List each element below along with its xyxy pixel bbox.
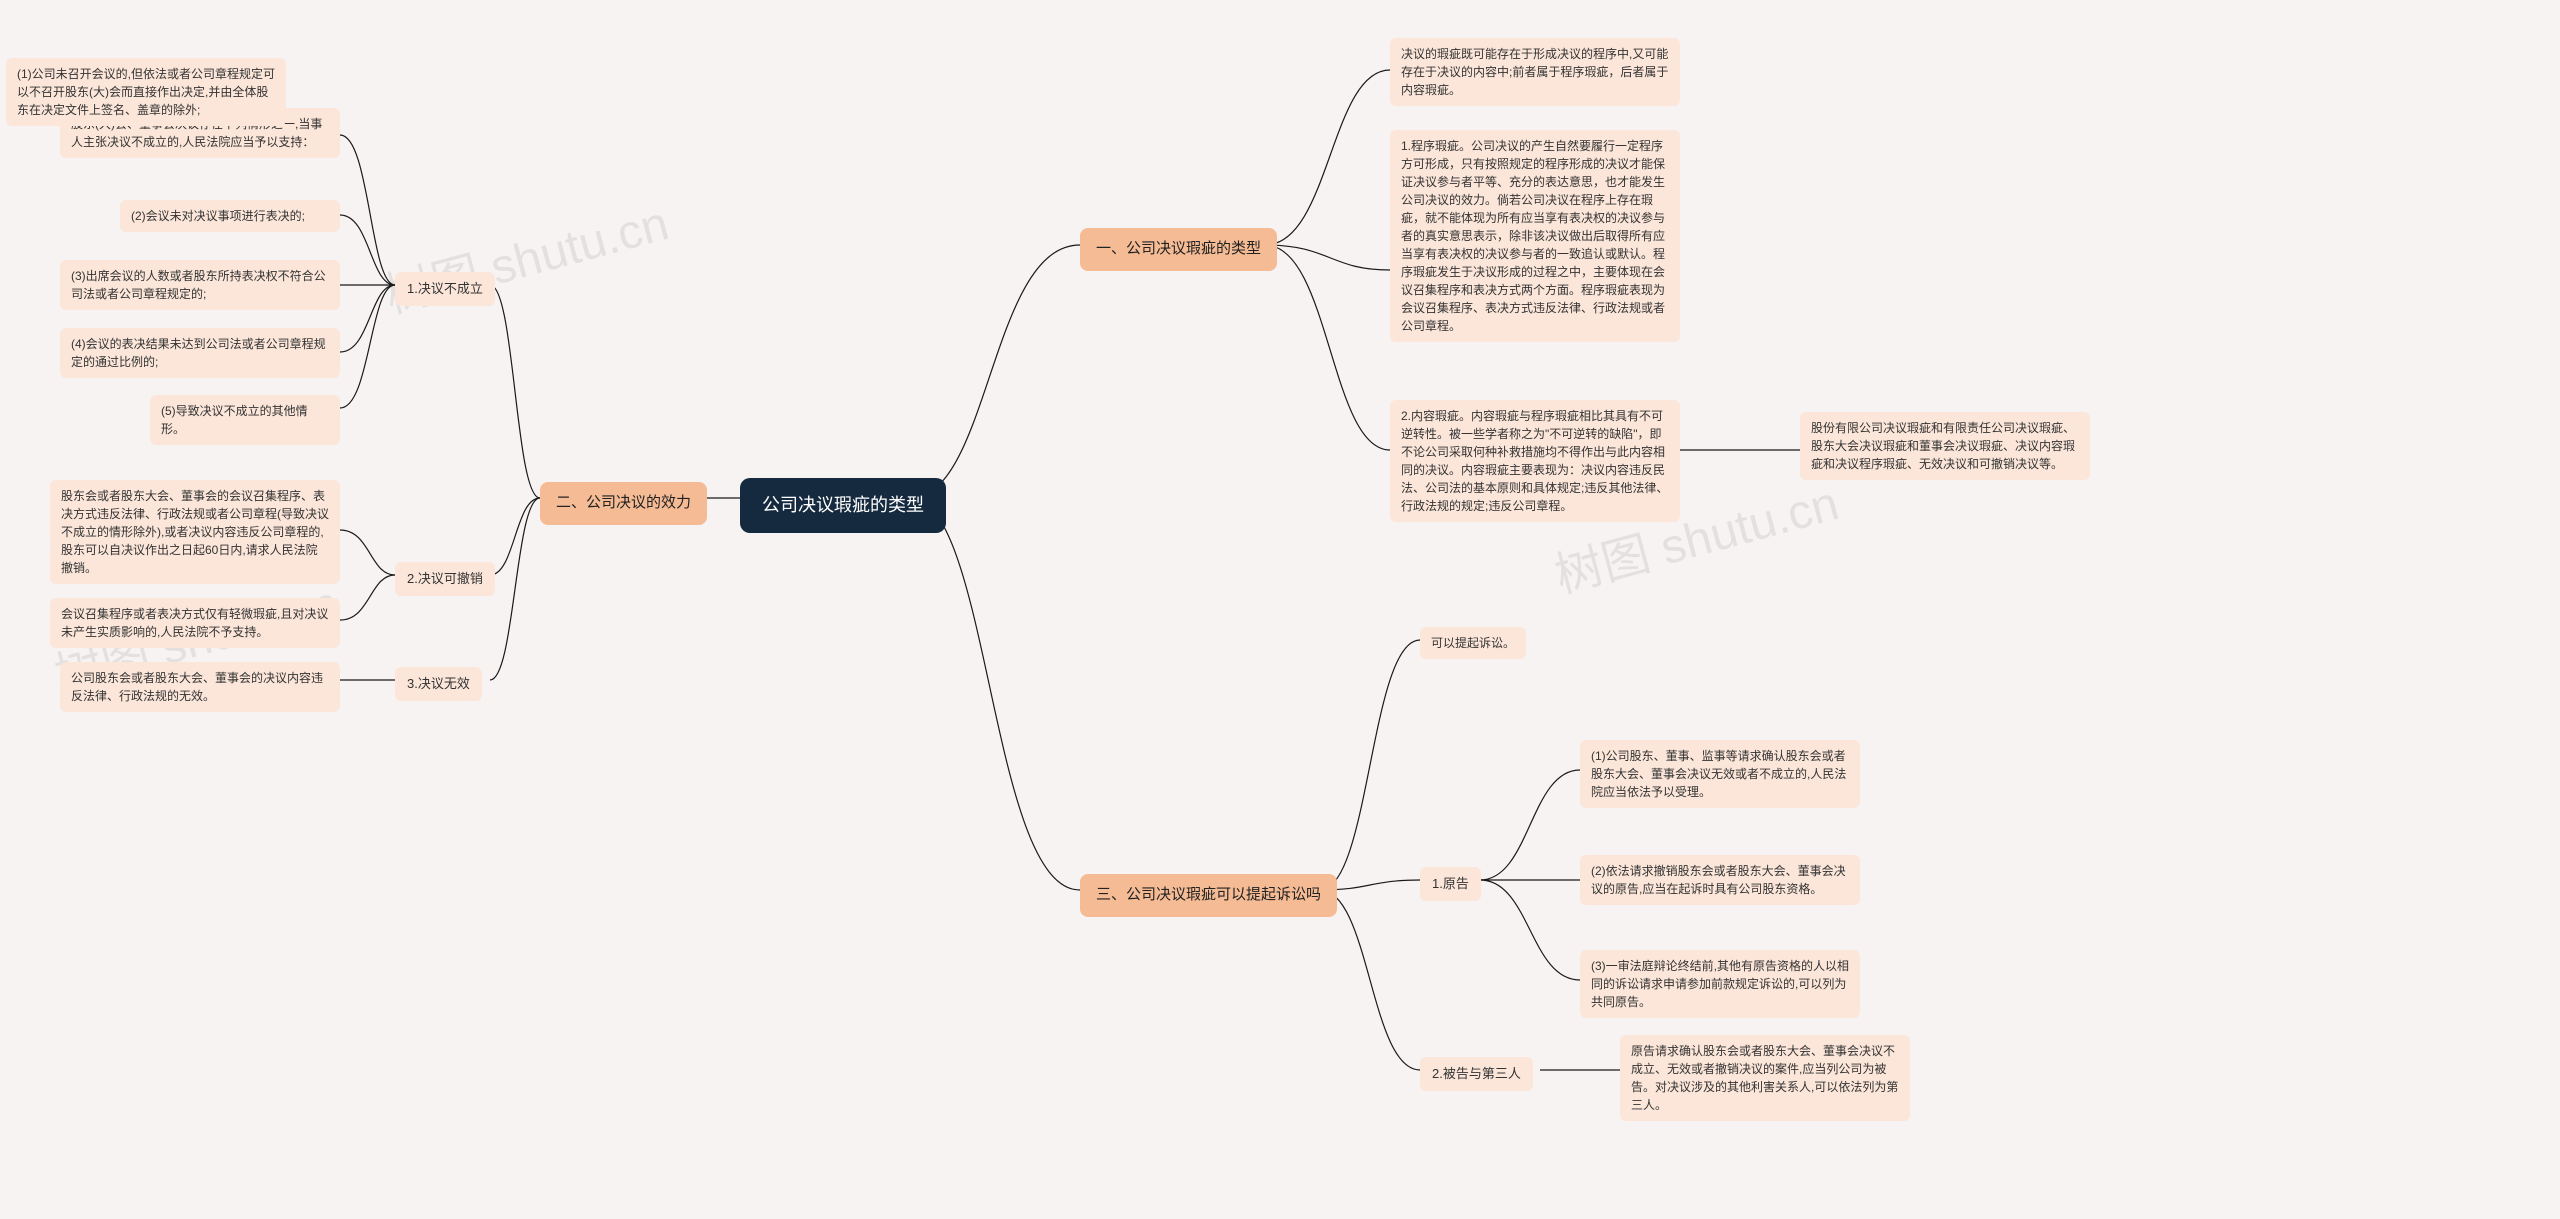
root-node[interactable]: 公司决议瑕疵的类型 bbox=[740, 478, 946, 533]
section3-sub1[interactable]: 1.原告 bbox=[1420, 867, 1481, 901]
section3-sub1-item3: (3)一审法庭辩论终结前,其他有原告资格的人以相同的诉讼请求申请参加前款规定诉讼… bbox=[1580, 950, 1860, 1018]
section2-sub1-item4: (4)会议的表决结果未达到公司法或者公司章程规定的通过比例的; bbox=[60, 328, 340, 378]
section2-sub3[interactable]: 3.决议无效 bbox=[395, 667, 482, 701]
section3-node[interactable]: 三、公司决议瑕疵可以提起诉讼吗 bbox=[1080, 874, 1337, 917]
section2-sub2-item2: 会议召集程序或者表决方式仅有轻微瑕疵,且对决议未产生实质影响的,人民法院不予支持… bbox=[50, 598, 340, 648]
section3-sub1-item2: (2)依法请求撤销股东会或者股东大会、董事会决议的原告,应当在起诉时具有公司股东… bbox=[1580, 855, 1860, 905]
section3-sub2[interactable]: 2.被告与第三人 bbox=[1420, 1057, 1533, 1091]
section1-content-sub: 股份有限公司决议瑕疵和有限责任公司决议瑕疵、股东大会决议瑕疵和董事会决议瑕疵、决… bbox=[1800, 412, 2090, 480]
section1-content: 2.内容瑕疵。内容瑕疵与程序瑕疵相比其具有不可逆转性。被一些学者称之为"不可逆转… bbox=[1390, 400, 1680, 522]
section2-sub3-item1: 公司股东会或者股东大会、董事会的决议内容违反法律、行政法规的无效。 bbox=[60, 662, 340, 712]
section2-sub2[interactable]: 2.决议可撤销 bbox=[395, 562, 495, 596]
section2-sub2-item1: 股东会或者股东大会、董事会的会议召集程序、表决方式违反法律、行政法规或者公司章程… bbox=[50, 480, 340, 584]
section2-node[interactable]: 二、公司决议的效力 bbox=[540, 482, 707, 525]
section2-sub1[interactable]: 1.决议不成立 bbox=[395, 272, 495, 306]
section2-sub1-item3: (3)出席会议的人数或者股东所持表决权不符合公司法或者公司章程规定的; bbox=[60, 260, 340, 310]
section3-sub2-item1: 原告请求确认股东会或者股东大会、董事会决议不成立、无效或者撤销决议的案件,应当列… bbox=[1620, 1035, 1910, 1121]
connector-layer bbox=[0, 0, 2560, 1219]
section1-procedure: 1.程序瑕疵。公司决议的产生自然要履行一定程序方可形成，只有按照规定的程序形成的… bbox=[1390, 130, 1680, 342]
section1-intro: 决议的瑕疵既可能存在于形成决议的程序中,又可能存在于决议的内容中;前者属于程序瑕… bbox=[1390, 38, 1680, 106]
section3-yes: 可以提起诉讼。 bbox=[1420, 627, 1526, 659]
section2-sub1-item2: (2)会议未对决议事项进行表决的; bbox=[120, 200, 340, 232]
section2-sub1-item1: (1)公司未召开会议的,但依法或者公司章程规定可以不召开股东(大)会而直接作出决… bbox=[6, 58, 286, 126]
section2-sub1-item5: (5)导致决议不成立的其他情形。 bbox=[150, 395, 340, 445]
section1-node[interactable]: 一、公司决议瑕疵的类型 bbox=[1080, 228, 1277, 271]
section3-sub1-item1: (1)公司股东、董事、监事等请求确认股东会或者股东大会、董事会决议无效或者不成立… bbox=[1580, 740, 1860, 808]
